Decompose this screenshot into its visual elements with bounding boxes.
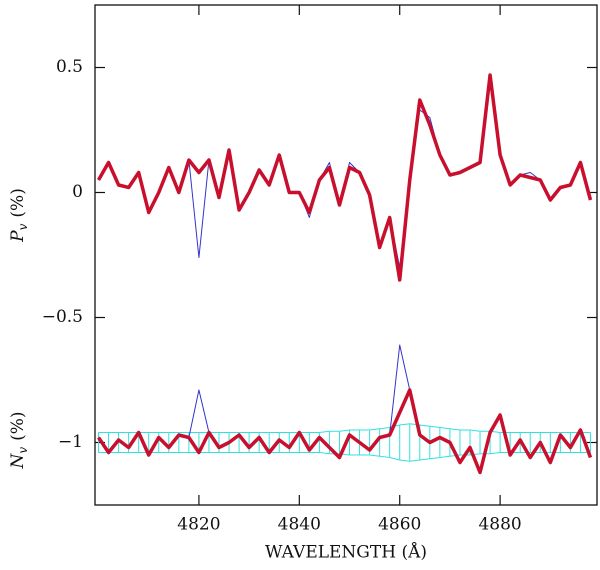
y-tick-label: 0 — [72, 182, 83, 202]
y-tick-label: −1 — [58, 432, 83, 452]
series-line — [96, 73, 593, 282]
y-label-unit: (%) — [8, 188, 28, 217]
error-band-edge — [98, 423, 591, 433]
x-axis-label: WAVELENGTH (Å) — [265, 542, 427, 563]
y-label-sub: v — [16, 447, 30, 454]
plot-frame — [94, 4, 598, 506]
x-tick-label: 4880 — [478, 515, 521, 535]
y-tick-label: 0.5 — [56, 57, 83, 77]
series-line — [98, 344, 591, 473]
y-axis-label: Nv (%) — [8, 411, 30, 469]
y-label-symbol: N — [8, 453, 28, 470]
x-tick-label: 4840 — [278, 515, 321, 535]
y-label-unit: (%) — [8, 411, 28, 440]
y-axis-label: Pv (%) — [8, 188, 30, 243]
series-line — [97, 388, 593, 475]
y-label-sub: v — [16, 223, 30, 230]
y-tick-label: −0.5 — [42, 307, 83, 327]
y-label-symbol: P — [8, 230, 28, 243]
x-tick-label: 4820 — [177, 515, 220, 535]
x-tick-label: 4860 — [378, 515, 421, 535]
error-band-edge — [98, 452, 591, 462]
series-line — [98, 74, 591, 268]
